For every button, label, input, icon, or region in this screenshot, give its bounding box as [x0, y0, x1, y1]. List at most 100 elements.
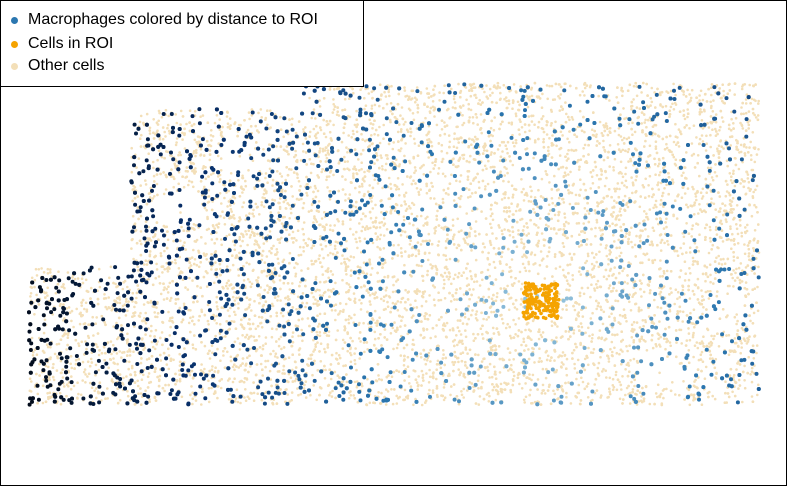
other-cell-point: [701, 187, 705, 191]
other-cell-point: [343, 160, 347, 163]
other-cell-point: [467, 304, 471, 308]
other-cell-point: [722, 89, 725, 93]
other-cell-point: [435, 324, 438, 327]
other-cell-point: [476, 379, 480, 383]
other-cell-point: [216, 396, 219, 400]
other-cell-point: [378, 256, 382, 259]
other-cell-point: [505, 99, 508, 103]
other-cell-point: [112, 343, 115, 347]
other-cell-point: [729, 273, 733, 276]
other-cell-point: [126, 394, 130, 398]
other-cell-point: [166, 291, 170, 294]
other-cell-point: [595, 283, 598, 286]
other-cell-point: [373, 162, 376, 165]
other-cell-point: [712, 99, 715, 102]
other-cell-point: [364, 104, 368, 107]
other-cell-point: [333, 244, 337, 248]
other-cell-point: [657, 135, 661, 138]
other-cell-point: [527, 262, 531, 266]
other-cell-point: [493, 116, 497, 119]
other-cell-point: [699, 353, 703, 357]
other-cell-point: [348, 259, 351, 262]
other-cell-point: [400, 297, 404, 301]
other-cell-point: [547, 145, 550, 149]
other-cell-point: [72, 325, 75, 329]
other-cell-point: [310, 116, 314, 120]
other-cell-point: [370, 107, 374, 110]
other-cell-point: [375, 154, 379, 157]
other-cell-point: [736, 232, 740, 236]
other-cell-point: [439, 298, 443, 302]
other-cell-point: [570, 256, 573, 260]
other-cell-point: [659, 181, 663, 185]
other-cell-point: [453, 350, 457, 354]
other-cell-point: [511, 193, 515, 197]
other-cell-point: [228, 314, 231, 318]
other-cell-point: [648, 116, 652, 119]
other-cell-point: [533, 361, 536, 364]
other-cell-point: [425, 359, 429, 362]
other-cell-point: [360, 132, 363, 136]
other-cell-point: [489, 126, 493, 130]
other-cell-point: [276, 299, 279, 302]
other-cell-point: [47, 397, 50, 401]
other-cell-point: [253, 299, 256, 303]
other-cell-point: [488, 362, 492, 366]
other-cell-point: [733, 279, 737, 282]
other-cell-point: [739, 262, 743, 265]
other-cell-point: [695, 136, 698, 139]
other-cell-point: [675, 217, 679, 220]
other-cell-point: [282, 368, 285, 372]
other-cell-point: [452, 277, 456, 281]
other-cell-point: [503, 228, 506, 231]
other-cell-point: [250, 282, 254, 286]
other-cell-point: [502, 179, 505, 183]
other-cell-point: [746, 173, 750, 176]
other-cell-point: [33, 278, 37, 282]
other-cell-point: [428, 375, 432, 379]
other-cell-point: [466, 175, 470, 178]
other-cell-point: [593, 383, 596, 386]
other-cell-point: [254, 327, 258, 331]
other-cell-point: [727, 333, 731, 337]
other-cell-point: [562, 228, 565, 231]
other-cell-point: [684, 272, 687, 276]
other-cell-point: [420, 403, 424, 407]
other-cell-point: [471, 209, 474, 212]
other-cell-point: [263, 261, 267, 264]
other-cell-point: [419, 91, 423, 94]
other-cell-point: [382, 247, 386, 250]
other-cell-point: [743, 154, 747, 157]
other-cell-point: [219, 359, 222, 363]
other-cell-point: [619, 160, 623, 164]
other-cell-point: [692, 331, 695, 335]
other-cell-point: [480, 271, 483, 274]
other-cell-point: [649, 96, 653, 100]
other-cell-point: [402, 218, 406, 222]
other-cell-point: [69, 362, 72, 366]
other-cell-point: [638, 205, 642, 209]
other-cell-point: [266, 284, 269, 287]
other-cell-point: [130, 170, 134, 174]
other-cell-point: [550, 84, 554, 88]
other-cell-point: [491, 212, 494, 215]
other-cell-point: [700, 197, 704, 200]
other-cell-point: [333, 247, 337, 250]
other-cell-point: [487, 391, 490, 395]
other-cell-point: [665, 183, 668, 187]
other-cell-point: [659, 249, 663, 252]
other-cell-point: [207, 189, 211, 192]
other-cell-point: [349, 269, 353, 272]
other-cell-point: [296, 295, 300, 299]
other-cell-point: [583, 231, 587, 234]
other-cell-point: [277, 337, 281, 341]
other-cell-point: [453, 137, 456, 141]
other-cell-point: [400, 254, 404, 258]
other-cell-point: [607, 258, 610, 261]
other-cell-point: [289, 211, 293, 215]
other-cell-point: [648, 208, 652, 211]
other-cell-point: [615, 351, 619, 355]
other-cell-point: [724, 380, 727, 384]
other-cell-point: [109, 340, 113, 343]
